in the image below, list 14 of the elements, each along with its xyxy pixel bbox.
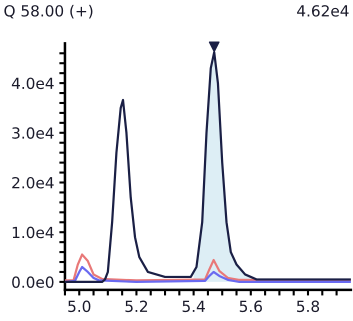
- x-tick-label: 5.6: [240, 300, 262, 312]
- line-series: [64, 266, 351, 284]
- y-tick-label: 0.0e0: [12, 276, 54, 288]
- chart-title: Q 58.00 (+): [4, 4, 92, 18]
- line-series: [64, 253, 351, 282]
- text: 4.62e4: [297, 5, 349, 17]
- y-tick-label: 2.0e4: [12, 176, 54, 189]
- x-tick-label: 5.4: [182, 300, 205, 312]
- x-tick-label: 5.2: [125, 300, 148, 312]
- x-tick-label: 5.8: [297, 300, 320, 312]
- y-tick-label: 3.0e4: [12, 127, 54, 139]
- y-tick-label: 1.0e4: [12, 226, 54, 238]
- y-tick-label: 4.0e4: [12, 78, 54, 90]
- x-tick-label: 5.0: [68, 300, 90, 312]
